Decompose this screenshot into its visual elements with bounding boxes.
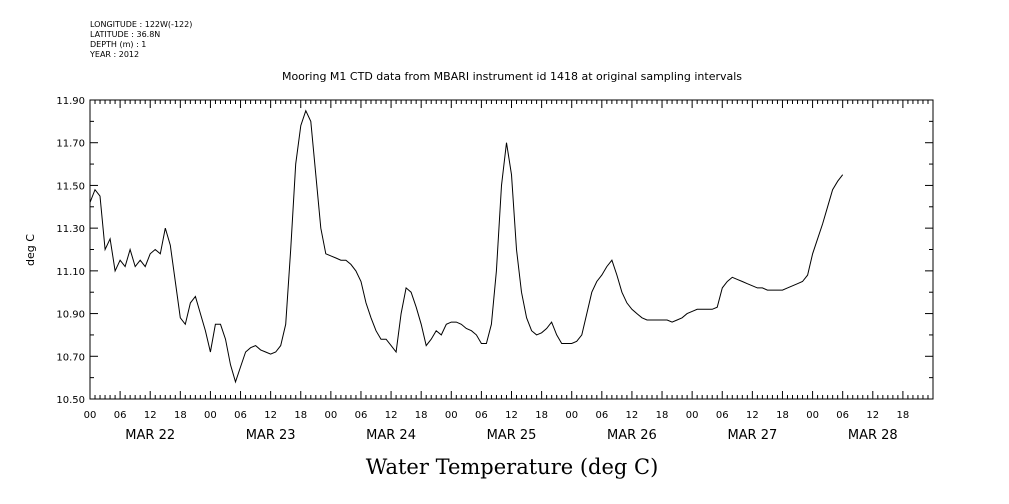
x-day-label: MAR 28 <box>848 428 898 443</box>
y-tick-label: 10.70 <box>56 352 85 363</box>
x-tick-label: 00 <box>324 410 337 421</box>
y-tick-label: 11.90 <box>56 96 85 107</box>
x-tick-label: 12 <box>626 410 639 421</box>
x-tick-label: 06 <box>716 410 729 421</box>
x-tick-label: 12 <box>144 410 157 421</box>
depth-text: DEPTH (m) : 1 <box>90 40 147 49</box>
x-tick-label: 12 <box>505 410 518 421</box>
y-tick-label: 11.30 <box>56 224 85 235</box>
x-tick-label: 18 <box>656 410 669 421</box>
x-day-label: MAR 27 <box>727 428 777 443</box>
x-tick-label: 06 <box>836 410 849 421</box>
x-tick-label: 00 <box>204 410 217 421</box>
y-tick-label: 10.90 <box>56 310 85 321</box>
x-tick-label: 18 <box>535 410 548 421</box>
latitude-text: LATITUDE : 36.8N <box>90 30 161 39</box>
x-tick-label: 18 <box>415 410 428 421</box>
x-tick-label: 00 <box>686 410 699 421</box>
x-day-label: MAR 24 <box>366 428 416 443</box>
x-tick-label: 18 <box>776 410 789 421</box>
x-tick-label: 18 <box>897 410 910 421</box>
longitude-text: LONGITUDE : 122W(-122) <box>90 20 193 29</box>
series-group <box>89 109 844 384</box>
x-tick-label: 12 <box>264 410 277 421</box>
x-day-label: MAR 22 <box>125 428 175 443</box>
y-tick-label: 11.10 <box>56 267 85 278</box>
metadata-block: LONGITUDE : 122W(-122) LATITUDE : 36.8N … <box>90 20 192 60</box>
x-tick-label: 06 <box>114 410 127 421</box>
y-axis: 10.50 10.70 10.90 11.10 11.30 11.50 11.70 11.90 <box>56 96 933 406</box>
x-tick-label: 18 <box>294 410 307 421</box>
x-axis-title: Water Temperature (deg C) <box>366 455 659 479</box>
x-tick-label: 06 <box>355 410 368 421</box>
x-tick-label: 06 <box>595 410 608 421</box>
x-day-label: MAR 26 <box>607 428 657 443</box>
x-tick-label: 00 <box>84 410 97 421</box>
y-axis-label: deg C <box>24 234 37 266</box>
y-tick-label: 11.50 <box>56 181 85 192</box>
x-tick-label: 12 <box>385 410 398 421</box>
y-tick-label: 11.70 <box>56 139 85 150</box>
x-tick-label: 12 <box>746 410 759 421</box>
x-tick-label: 00 <box>565 410 578 421</box>
x-tick-label: 00 <box>445 410 458 421</box>
year-text: YEAR : 2012 <box>90 50 140 59</box>
y-tick-label: 10.50 <box>56 395 85 406</box>
x-tick-label: 00 <box>806 410 819 421</box>
x-tick-label: 06 <box>234 410 247 421</box>
x-tick-label: 12 <box>866 410 879 421</box>
series-line <box>89 109 844 384</box>
chart-title: Mooring M1 CTD data from MBARI instrumen… <box>282 70 742 83</box>
plot-frame <box>89 99 934 400</box>
x-day-label: MAR 23 <box>246 428 296 443</box>
x-tick-label: 18 <box>174 410 187 421</box>
x-axis: 00 06 12 18 00 06 12 18 00 06 12 18 00 06 12 18 00 06 12 18… <box>84 100 934 443</box>
x-day-label: MAR 25 <box>487 428 537 443</box>
x-tick-label: 06 <box>475 410 488 421</box>
